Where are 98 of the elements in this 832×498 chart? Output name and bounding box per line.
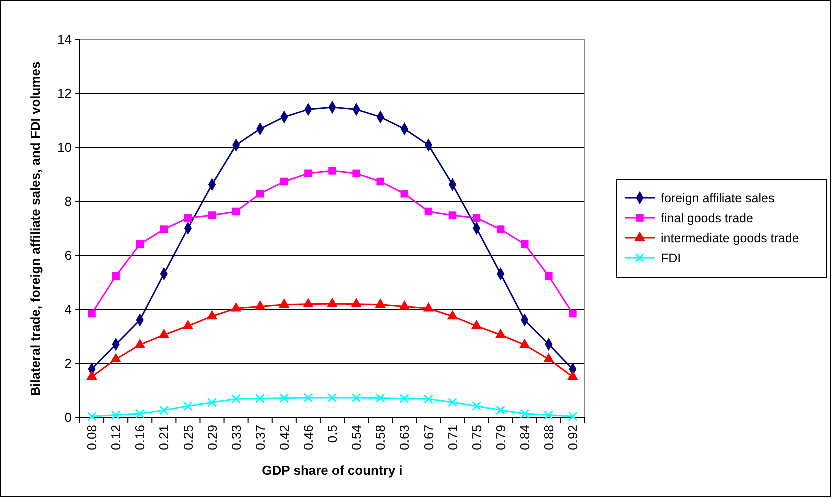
point bbox=[280, 178, 288, 186]
x-tick-label: 0.79 bbox=[493, 425, 508, 450]
point bbox=[544, 410, 554, 420]
point bbox=[448, 212, 457, 220]
point bbox=[495, 328, 506, 338]
point bbox=[351, 298, 362, 308]
x-tick-label: 0.42 bbox=[276, 425, 292, 450]
y-tick-label: 6 bbox=[64, 248, 72, 264]
x-tick-label: 0.88 bbox=[541, 425, 556, 450]
y-tick-label: 8 bbox=[64, 194, 72, 210]
point bbox=[544, 353, 554, 363]
x-axis-title: GDP share of country i bbox=[262, 463, 403, 478]
point bbox=[352, 393, 362, 403]
x-tick-label: 0.25 bbox=[180, 425, 196, 450]
x-tick-label: 0.46 bbox=[301, 425, 316, 450]
point bbox=[472, 214, 481, 222]
point bbox=[328, 393, 338, 403]
point bbox=[304, 170, 312, 178]
x-tick-label: 0.75 bbox=[469, 425, 484, 450]
point bbox=[112, 272, 120, 280]
point bbox=[160, 226, 168, 234]
point bbox=[399, 300, 410, 310]
point bbox=[304, 393, 314, 403]
point bbox=[400, 190, 409, 198]
point bbox=[545, 272, 553, 280]
point bbox=[521, 240, 529, 248]
point bbox=[400, 394, 410, 404]
x-tick-label: 0.67 bbox=[421, 425, 436, 450]
legend-label: foreign affiliate sales bbox=[661, 191, 775, 206]
point bbox=[182, 320, 194, 330]
point bbox=[520, 338, 530, 348]
x-tick-label: 0.21 bbox=[156, 425, 172, 450]
point bbox=[569, 310, 577, 318]
legend-label: intermediate goods trade bbox=[661, 231, 800, 246]
x-tick-label: 0.5 bbox=[325, 425, 340, 444]
point bbox=[424, 394, 434, 404]
x-tick-label: 0.63 bbox=[397, 425, 412, 450]
point bbox=[256, 190, 264, 198]
point bbox=[471, 320, 482, 330]
point bbox=[136, 240, 144, 248]
point bbox=[280, 394, 290, 404]
point bbox=[376, 394, 386, 404]
y-axis-title: Bilateral trade, foreign affiliate sales, and FDI volumes bbox=[28, 62, 43, 396]
x-tick-label: 0.92 bbox=[566, 425, 581, 450]
point bbox=[352, 170, 360, 178]
point bbox=[232, 394, 242, 404]
point bbox=[376, 178, 384, 186]
x-tick-label: 0.29 bbox=[204, 425, 220, 450]
point bbox=[375, 298, 386, 308]
x-tick-label: 0.71 bbox=[445, 425, 460, 450]
point bbox=[208, 398, 218, 408]
point bbox=[134, 338, 146, 348]
point bbox=[448, 398, 458, 408]
x-tick-label: 0.12 bbox=[108, 425, 124, 450]
point bbox=[496, 406, 506, 416]
legend-label: FDI bbox=[661, 251, 682, 266]
x-tick-label: 0.54 bbox=[349, 425, 364, 450]
point bbox=[256, 394, 266, 404]
point bbox=[472, 402, 482, 412]
point bbox=[87, 412, 97, 422]
point bbox=[232, 208, 240, 216]
point bbox=[496, 226, 505, 234]
x-tick-label: 0.08 bbox=[84, 425, 100, 450]
point bbox=[159, 406, 169, 416]
point bbox=[568, 412, 578, 422]
point bbox=[184, 214, 192, 222]
point bbox=[183, 402, 193, 412]
point bbox=[254, 300, 266, 310]
x-tick-label: 0.37 bbox=[252, 425, 268, 450]
point bbox=[423, 302, 434, 312]
point bbox=[111, 410, 121, 420]
point bbox=[328, 167, 336, 175]
point bbox=[135, 409, 145, 419]
x-tick-label: 0.58 bbox=[373, 425, 388, 450]
point bbox=[86, 370, 98, 380]
x-tick-label: 0.16 bbox=[132, 425, 148, 450]
legend-label: final goods trade bbox=[661, 211, 754, 226]
point bbox=[447, 310, 458, 320]
y-tick-label: 2 bbox=[64, 356, 72, 372]
point bbox=[206, 310, 218, 320]
point bbox=[88, 310, 96, 318]
y-tick-label: 12 bbox=[58, 86, 72, 102]
y-tick-label: 0 bbox=[64, 410, 72, 426]
point bbox=[303, 298, 314, 308]
point bbox=[520, 409, 530, 419]
y-tick-label: 10 bbox=[58, 140, 72, 156]
point bbox=[208, 212, 216, 220]
y-tick-label: 14 bbox=[58, 32, 72, 48]
x-tick-label: 0.33 bbox=[228, 425, 244, 450]
point bbox=[279, 298, 290, 308]
point bbox=[158, 328, 170, 338]
point bbox=[230, 302, 242, 312]
x-tick-label: 0.84 bbox=[517, 425, 532, 450]
y-tick-label: 4 bbox=[64, 302, 72, 318]
point bbox=[568, 370, 578, 380]
point bbox=[110, 353, 122, 363]
point bbox=[424, 208, 433, 216]
point bbox=[327, 298, 338, 308]
